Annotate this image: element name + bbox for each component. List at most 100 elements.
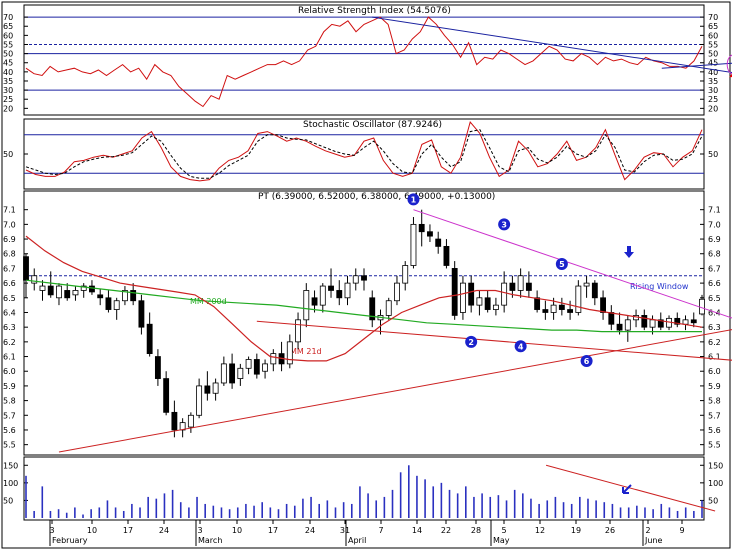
volume-tick-left: 150 xyxy=(3,461,18,470)
candle-body xyxy=(196,385,203,416)
price-tick-left: 6.2 xyxy=(3,338,16,347)
price-tick-right: 5.6 xyxy=(708,426,721,435)
x-tick-label: 3 xyxy=(49,526,54,535)
rsi-tick-left: 30 xyxy=(3,86,13,95)
rsi-trendline xyxy=(371,16,732,73)
candle-body xyxy=(171,411,178,431)
price-tick-right: 6.3 xyxy=(708,323,721,332)
candle-body xyxy=(361,275,367,281)
candle-body xyxy=(89,285,95,293)
candle-body xyxy=(410,223,417,266)
candle-body xyxy=(460,282,466,313)
candle-body xyxy=(649,319,656,328)
price-support-trendline xyxy=(58,329,732,453)
x-tick-label: 22 xyxy=(441,526,451,535)
candle-body xyxy=(146,323,153,355)
rsi-tick-right: 60 xyxy=(708,31,718,40)
price-tick-right: 6.1 xyxy=(708,353,721,362)
candle-body xyxy=(138,300,145,328)
rsi-tick-left: 55 xyxy=(3,40,13,49)
candle-body xyxy=(336,290,343,299)
x-tick-label: 14 xyxy=(412,526,422,535)
wave-count-label: 5 xyxy=(559,260,565,269)
month-label: June xyxy=(644,536,663,545)
candle-body xyxy=(130,290,137,302)
candle-body xyxy=(600,297,606,313)
volume-tick-left: 50 xyxy=(3,496,13,505)
rsi-tick-right: 20 xyxy=(708,104,718,113)
price-tick-right: 6.5 xyxy=(708,294,721,303)
rsi-tick-right: 50 xyxy=(708,50,718,59)
volume-trendline xyxy=(545,464,716,512)
rsi-tick-right: 55 xyxy=(708,40,718,49)
rsi-tick-right: 35 xyxy=(708,77,718,86)
rsi-tick-right: 40 xyxy=(708,68,718,77)
price-tick-right: 6.9 xyxy=(708,235,721,244)
candle-body xyxy=(344,282,351,299)
ma200-line xyxy=(25,279,702,333)
x-tick-label: 26 xyxy=(605,526,615,535)
rsi-line xyxy=(25,16,703,108)
candle-body xyxy=(451,268,458,316)
wave-count-marker xyxy=(498,218,511,231)
candle-body xyxy=(682,319,689,325)
price-tick-right: 5.5 xyxy=(708,441,721,450)
volume-tick-right: 150 xyxy=(708,461,723,470)
price-tick-right: 7.1 xyxy=(708,206,721,215)
candle-body xyxy=(229,363,236,384)
candle-body xyxy=(64,290,71,299)
candle-body xyxy=(352,275,359,284)
price-tick-left: 6.5 xyxy=(3,294,16,303)
x-tick-label: 10 xyxy=(232,526,242,535)
candle-body xyxy=(525,282,532,291)
candle-body xyxy=(427,231,433,237)
candle-body xyxy=(80,285,87,291)
wave-count-label: 2 xyxy=(468,338,474,347)
candle-body xyxy=(641,315,648,328)
candle-body xyxy=(163,378,170,413)
candle-body xyxy=(245,359,252,369)
rising-window-arrow xyxy=(624,246,634,258)
rsi-tick-left: 50 xyxy=(3,50,13,59)
x-tick-label: 5 xyxy=(501,526,506,535)
x-tick-label: 10 xyxy=(87,526,97,535)
price-tick-left: 6.0 xyxy=(3,367,16,376)
candle-body xyxy=(674,317,681,325)
candle-body xyxy=(113,300,120,310)
wave-count-marker xyxy=(555,258,568,271)
price-title: PT (6.39000, 6.52000, 6.38000, 6.49000, … xyxy=(258,192,495,202)
x-tick-label: 24 xyxy=(159,526,169,535)
price-resistance-trendline xyxy=(413,209,732,319)
price-tick-right: 7.0 xyxy=(708,220,721,229)
volume-tick-left: 100 xyxy=(3,479,18,488)
candle-body xyxy=(369,297,376,321)
rsi-tick-left: 45 xyxy=(3,59,13,68)
wave-count-label: 3 xyxy=(501,220,507,229)
x-tick-label: 19 xyxy=(571,526,581,535)
candle-body xyxy=(435,238,442,247)
price-tick-left: 5.6 xyxy=(3,426,16,435)
price-tick-right: 6.6 xyxy=(708,279,721,288)
rsi-trendline xyxy=(661,62,732,69)
candle-body xyxy=(295,319,301,343)
candle-body xyxy=(558,304,565,310)
price-tick-left: 6.1 xyxy=(3,353,16,362)
candle-body xyxy=(476,297,483,306)
price-tick-left: 6.8 xyxy=(3,250,16,259)
x-tick-label: 12 xyxy=(535,526,545,535)
candle-body xyxy=(47,285,54,296)
wave-count-marker xyxy=(514,340,527,353)
price-tick-right: 6.8 xyxy=(708,250,721,259)
rsi-up-arrow xyxy=(729,73,732,78)
candle-body xyxy=(699,298,705,315)
candle-body xyxy=(567,309,574,313)
candle-body xyxy=(56,285,62,299)
candle-body xyxy=(262,363,268,372)
month-label: February xyxy=(52,536,88,545)
price-lower-trendline xyxy=(256,320,732,361)
stochastic-tick-right: 50 xyxy=(708,150,718,159)
month-label: May xyxy=(493,536,510,545)
candle-body xyxy=(616,323,623,331)
price-tick-left: 5.9 xyxy=(3,382,16,391)
